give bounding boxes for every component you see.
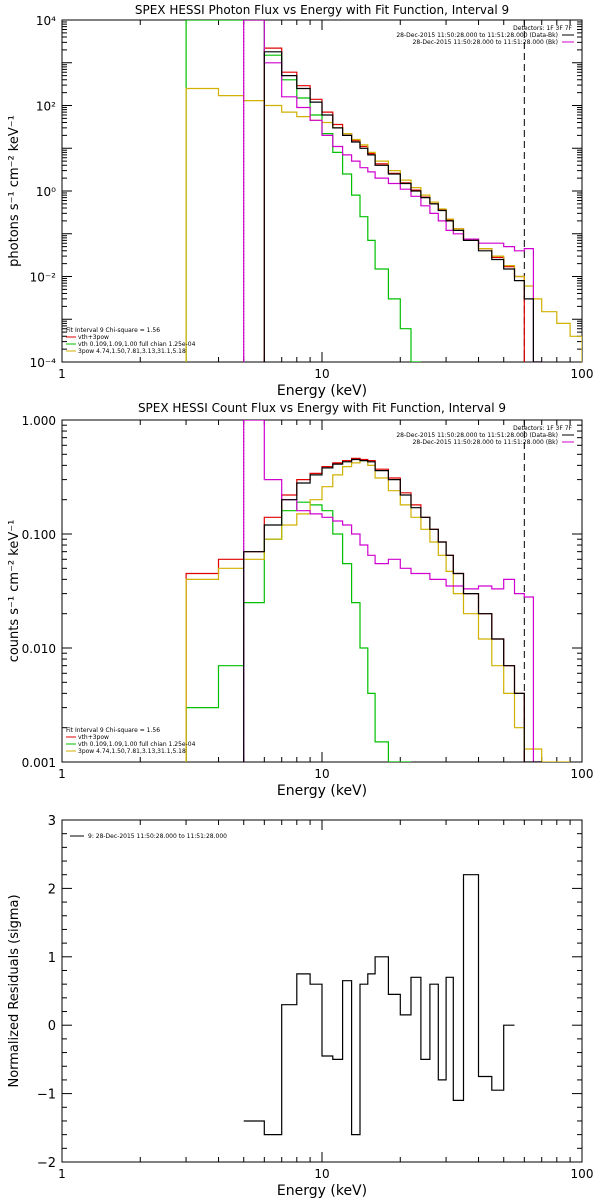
series-vth-3pow <box>263 47 525 362</box>
y-tick-label: −1 <box>37 1088 56 1103</box>
y-axis-label: Normalized Residuals (sigma) <box>7 894 22 1087</box>
series-3pow <box>185 87 582 362</box>
x-axis-label: Energy (keV) <box>277 1183 367 1199</box>
fit-legend-entry: vth+3pow <box>78 734 109 741</box>
x-tick-label: 10 <box>314 1167 329 1181</box>
y-tick-label: 10⁴ <box>36 14 56 28</box>
y-axis-label: counts s⁻¹ cm⁻² keV⁻¹ <box>7 520 22 663</box>
x-tick-label: 10 <box>314 767 329 781</box>
x-axis-label: Energy (keV) <box>277 783 367 799</box>
time-label: 28-Dec-2015 11:50:28.000 to 11:51:28.000… <box>396 432 558 439</box>
y-tick-label: 10⁻⁴ <box>30 356 57 370</box>
series-vth <box>185 501 411 762</box>
y-tick-label: −2 <box>37 1156 56 1171</box>
x-axis-label: Energy (keV) <box>277 383 367 399</box>
y-tick-label: 1 <box>48 951 56 966</box>
y-axis-label: photons s⁻¹ cm⁻² keV⁻¹ <box>7 115 22 267</box>
y-tick-label: 0 <box>48 1019 56 1034</box>
y-tick-label: 3 <box>48 814 56 829</box>
detector-note: Detectors: 1F 3F 7F <box>513 425 572 432</box>
legend-entry: 9: 28-Dec-2015 11:50:28.000 to 11:51:28.… <box>88 833 227 840</box>
fit-legend-entry: vth+3pow <box>78 334 109 341</box>
y-tick-label: 0.010 <box>22 642 56 656</box>
fit-legend-entry: vth 0.109,1.09,1.00 full chian 1.25e-04 <box>78 741 196 748</box>
x-tick-label: 1 <box>58 767 66 781</box>
series-bk <box>243 20 542 362</box>
series-vth <box>185 20 421 362</box>
x-tick-label: 100 <box>571 1167 594 1181</box>
chart-panel-1: 1 10 100 10⁴ 10² 10⁰ 10⁻² 10⁻⁴ SPEX HESSI Photon… <box>7 3 593 399</box>
time-label: 28-Dec-2015 11:50:28.000 to 11:51:28.000… <box>413 439 558 446</box>
fit-legend-entry: Fit Interval 9 Chi-square = 1.56 <box>66 327 160 334</box>
series-data-bk <box>243 458 542 762</box>
fit-legend-entry: Fit Interval 9 Chi-square = 1.56 <box>66 727 160 734</box>
time-label: 28-Dec-2015 11:50:28.000 to 11:51:28.000… <box>413 39 558 46</box>
plot-frame <box>61 19 583 363</box>
time-label: 28-Dec-2015 11:50:28.000 to 11:51:28.000… <box>396 32 558 39</box>
chart-panel-2: 1 10 100 1.000 0.100 0.010 0.001 SPEX HESSI Cou… <box>7 401 593 799</box>
chart-title: SPEX HESSI Count Flux vs Energy with Fit… <box>138 401 506 415</box>
series-data-bk <box>263 51 542 362</box>
series-bk <box>243 420 542 762</box>
y-tick-label: 10⁰ <box>36 185 56 199</box>
y-tick-label: 10² <box>36 100 56 114</box>
y-tick-label: 10⁻² <box>30 271 57 285</box>
fit-legend-entry: 3pow 4.74,1.50,7.81,3.13,31.1,5.18 <box>78 348 186 355</box>
fit-legend-entry: vth 0.109,1.09,1.00 full chian 1.25e-04 <box>78 341 196 348</box>
fit-legend-entry: 3pow 4.74,1.50,7.81,3.13,31.1,5.18 <box>78 748 186 755</box>
chart-title: SPEX HESSI Photon Flux vs Energy with Fi… <box>135 3 509 17</box>
x-tick-label: 1 <box>58 1167 66 1181</box>
series-9-28-dec-2015-11-50-28-000-to-11-51-28-000 <box>243 874 515 1136</box>
y-tick-label: 1.000 <box>22 414 56 428</box>
x-tick-label: 100 <box>571 767 594 781</box>
x-tick-label: 10 <box>314 367 329 381</box>
x-tick-label: 100 <box>571 367 594 381</box>
series-vth-3pow <box>185 457 525 762</box>
x-tick-label: 1 <box>58 367 66 381</box>
y-tick-label: 0.100 <box>22 528 56 542</box>
detector-note: Detectors: 1F 3F 7F <box>513 25 572 32</box>
y-tick-label: 2 <box>48 882 56 897</box>
y-tick-label: 0.001 <box>22 756 56 770</box>
